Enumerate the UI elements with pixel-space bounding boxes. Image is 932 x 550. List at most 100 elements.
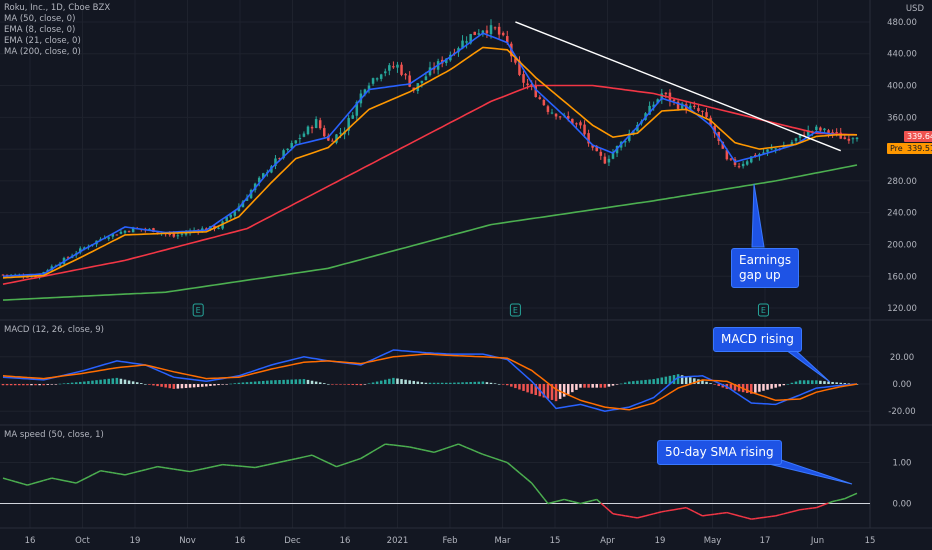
candle-body [148,228,151,230]
candle-body [831,132,834,134]
speed-line-segment [336,464,341,468]
speed-line-segment [454,443,459,447]
macd-histogram-bar [343,384,346,385]
macd-histogram-bar [176,384,180,389]
time-axis-tick: 2021 [387,536,409,546]
macd-histogram-bar [363,384,367,385]
macd-histogram-bar [286,379,289,384]
candle-body [115,234,119,236]
candle-body [481,30,485,34]
candle-body [477,33,481,35]
macd-histogram-bar [180,384,184,389]
speed-line-segment [149,466,154,470]
speed-line-segment [808,507,813,510]
candle-body [766,149,769,152]
macd-histogram-bar [249,381,253,384]
time-axis-tick: Apr [600,536,615,546]
macd-histogram-bar [827,381,830,384]
candle-body [737,166,741,168]
speed-line-segment [629,515,634,518]
macd-histogram-bar [318,382,322,384]
earnings-callout-line1: Earnings [739,253,792,267]
speed-line-segment [51,477,57,480]
macd-histogram-bar [501,384,505,385]
speed-line-segment [791,509,797,513]
candle-body [648,105,651,115]
macd-histogram-bar [632,381,635,384]
candle-body [310,127,314,129]
speed-line-segment [832,499,837,503]
candle-body [790,142,794,146]
candle-body [469,34,472,44]
macd-histogram-bar [831,381,834,384]
speed-line-segment [360,455,366,460]
earnings-marker [757,303,769,317]
macd-histogram-bar [815,380,818,384]
macd-histogram-bar [542,384,546,398]
speed-legend: MA speed (50, close, 1) [4,430,104,440]
macd-histogram-bar [445,382,448,384]
speed-line-segment [689,509,695,513]
speed-line-segment [6,478,12,482]
speed-line-segment [592,498,597,502]
candle-body [591,144,594,148]
candle-body [180,233,184,235]
macd-histogram-bar [518,384,521,390]
candle-body [676,101,680,109]
speed-line-segment [303,455,309,458]
speed-line-segment [71,481,77,484]
speed-line-segment [193,469,199,472]
speed-line-segment [39,479,44,483]
legend-ma50: MA (50, close, 0) [4,14,76,24]
speed-line-segment [458,443,463,447]
macd-histogram-bar [473,381,476,384]
candle-body [445,58,448,64]
speed-line-segment [779,513,784,516]
macd-histogram-bar [497,384,501,385]
speed-line-segment [43,478,48,482]
macd-histogram-bar [115,377,119,384]
candle-body [701,110,704,112]
macd-histogram-bar [591,384,594,388]
candle-body [489,25,493,35]
speed-line-segment [108,471,113,474]
pre-price-badge: 339.51 [904,143,932,154]
macd-histogram-bar [668,375,672,384]
speed-line-segment [531,482,537,489]
macd-histogram-bar [819,380,822,384]
macd-histogram-bar [46,384,49,385]
candle-body [798,133,802,138]
speed-line-segment [319,458,325,462]
speed-line-segment [576,501,581,505]
macd-histogram-bar [823,381,826,384]
candle-body [306,126,310,135]
speed-line-segment [295,457,301,460]
candle-body [400,64,403,75]
speed-line-segment [75,480,81,484]
speed-line-segment [730,512,736,516]
macd-histogram-bar [22,384,25,386]
candle-body [607,158,611,163]
speed-line-segment [604,506,610,511]
main-legend: Roku, Inc., 1D, Cboe BZX MA (50, close, … [4,3,110,58]
macd-histogram-bar [485,382,489,384]
speed-line-segment [718,512,723,515]
speed-line-segment [767,515,772,518]
candle-body [802,134,806,136]
macd-histogram-bar [221,384,224,385]
speed-line-segment [124,473,130,476]
speed-line-segment [490,456,496,460]
candle-body [506,36,509,43]
macd-histogram-bar [713,384,716,385]
candle-body [729,158,733,160]
macd-histogram-bar [266,380,269,384]
speed-line-segment [669,508,675,512]
speed-line-segment [820,503,825,507]
macd-histogram-bar [119,378,123,384]
speed-line-segment [702,514,707,517]
speed-line-segment [665,509,671,512]
candle-body [689,105,692,109]
speed-line-segment [283,459,288,463]
speed-line-segment [551,500,557,504]
macd-histogram-bar [412,380,415,384]
